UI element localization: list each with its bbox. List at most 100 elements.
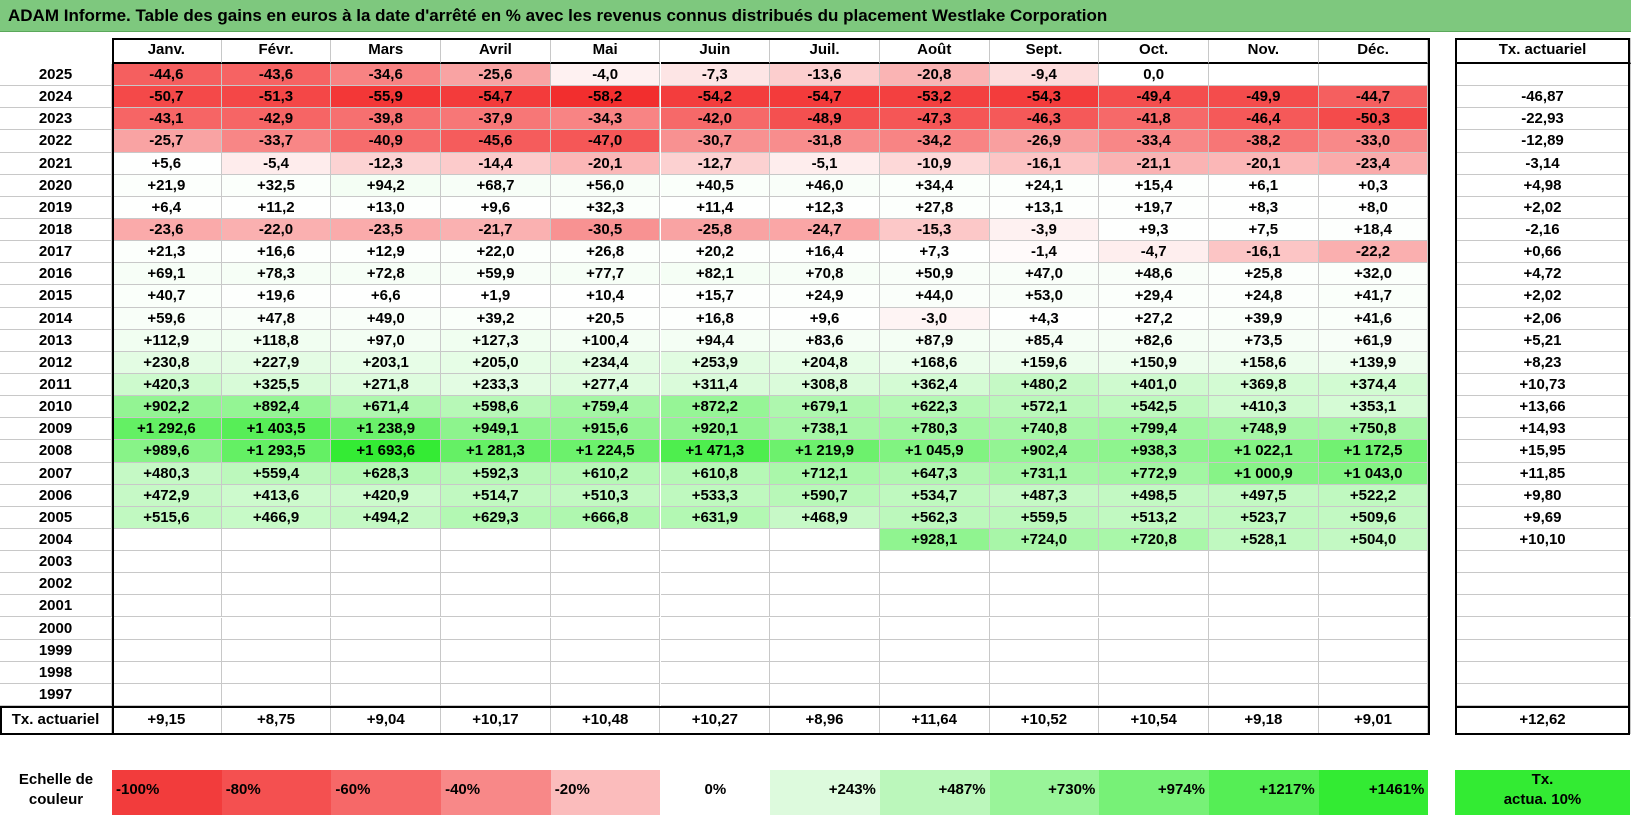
- rate-cell: +8,23: [1455, 351, 1631, 374]
- value-cell: +631,9: [660, 506, 771, 529]
- value-cell: +150,9: [1099, 351, 1209, 374]
- value-cell: -31,8: [770, 130, 880, 153]
- value-cell: -46,4: [1209, 108, 1319, 131]
- value-cell: +487,3: [989, 484, 1100, 507]
- value-cell: +750,8: [1318, 418, 1429, 441]
- rate-scale-line: Tx.: [1531, 771, 1554, 788]
- value-cell: +872,2: [660, 396, 771, 419]
- footer-value: +8,75: [221, 706, 332, 735]
- value-cell: -22,0: [221, 218, 332, 242]
- month-header: Mars: [331, 38, 442, 64]
- value-cell: +29,4: [1099, 285, 1209, 308]
- value-cell: +1 045,9: [879, 440, 990, 463]
- value-cell: +27,2: [1099, 307, 1209, 330]
- value-cell: +158,6: [1209, 351, 1319, 374]
- value-cell: [1209, 683, 1319, 707]
- rate-cell: +0,66: [1455, 241, 1631, 264]
- value-cell: [1209, 551, 1319, 574]
- value-cell: [112, 683, 222, 707]
- value-cell: [221, 617, 332, 640]
- value-cell: +20,2: [660, 241, 771, 264]
- value-cell: +12,3: [770, 196, 880, 219]
- value-cell: +420,3: [112, 373, 222, 397]
- value-cell: -21,1: [1099, 152, 1209, 175]
- value-cell: +26,8: [550, 241, 661, 264]
- value-cell: [1318, 595, 1429, 618]
- value-cell: [441, 595, 551, 618]
- value-cell: +647,3: [879, 462, 990, 485]
- value-cell: +712,1: [770, 462, 880, 485]
- rate-cell: -22,93: [1455, 108, 1631, 131]
- footer-value: +9,15: [112, 706, 222, 735]
- scale-swatch: +487%: [879, 770, 990, 815]
- rate-cell: -12,89: [1455, 130, 1631, 153]
- rate-cell: +2,02: [1455, 285, 1631, 308]
- value-cell: [879, 639, 990, 662]
- value-cell: +227,9: [221, 351, 332, 374]
- value-cell: [1099, 551, 1209, 574]
- value-cell: +34,4: [879, 174, 990, 197]
- value-cell: -38,2: [1209, 130, 1319, 153]
- value-cell: [660, 595, 771, 618]
- value-cell: +759,4: [550, 396, 661, 419]
- value-cell: +5,6: [112, 152, 222, 175]
- month-header: Avril: [441, 38, 551, 64]
- value-cell: +466,9: [221, 506, 332, 529]
- value-cell: +27,8: [879, 196, 990, 219]
- rate-cell: -3,14: [1455, 152, 1631, 175]
- value-cell: [331, 595, 442, 618]
- scale-swatch: -80%: [221, 770, 332, 815]
- value-cell: +94,4: [660, 329, 771, 352]
- year-label: 2021: [0, 152, 112, 175]
- value-cell: +562,3: [879, 506, 990, 529]
- year-label: 2023: [0, 108, 112, 131]
- value-cell: -23,6: [112, 218, 222, 242]
- value-cell: +59,9: [441, 263, 551, 286]
- value-cell: +39,2: [441, 307, 551, 330]
- value-cell: +515,6: [112, 506, 222, 529]
- value-cell: -48,9: [770, 108, 880, 131]
- value-cell: [112, 639, 222, 662]
- value-cell: +514,7: [441, 484, 551, 507]
- value-cell: -53,2: [879, 86, 990, 109]
- value-cell: +204,8: [770, 351, 880, 374]
- value-cell: +277,4: [550, 373, 661, 397]
- year-label: 1997: [0, 683, 112, 707]
- value-cell: +69,1: [112, 263, 222, 286]
- value-cell: [1209, 64, 1319, 87]
- value-cell: -54,7: [770, 86, 880, 109]
- value-cell: -4,7: [1099, 241, 1209, 264]
- value-cell: [112, 661, 222, 684]
- value-cell: +32,5: [221, 174, 332, 197]
- scale-swatch: 0%: [660, 770, 771, 815]
- value-cell: [1099, 573, 1209, 596]
- value-cell: [770, 683, 880, 707]
- value-cell: +610,8: [660, 462, 771, 485]
- value-cell: +671,4: [331, 396, 442, 419]
- value-cell: [1318, 617, 1429, 640]
- value-cell: +18,4: [1318, 218, 1429, 242]
- value-cell: [989, 573, 1100, 596]
- rate-cell: [1455, 639, 1631, 662]
- rate-cell: +4,72: [1455, 263, 1631, 286]
- value-cell: -33,4: [1099, 130, 1209, 153]
- year-label: 2015: [0, 285, 112, 308]
- month-header: Nov.: [1209, 38, 1319, 64]
- year-label: 1999: [0, 639, 112, 662]
- value-cell: +928,1: [879, 528, 990, 552]
- value-cell: +22,0: [441, 241, 551, 264]
- rate-cell: +10,73: [1455, 373, 1631, 397]
- value-cell: -49,9: [1209, 86, 1319, 109]
- value-cell: [1209, 573, 1319, 596]
- value-cell: [879, 661, 990, 684]
- value-cell: [331, 551, 442, 574]
- value-cell: [112, 617, 222, 640]
- value-cell: +16,8: [660, 307, 771, 330]
- rate-cell: [1455, 551, 1631, 574]
- year-label: 2014: [0, 307, 112, 330]
- value-cell: -33,0: [1318, 130, 1429, 153]
- scale-swatch: +1217%: [1209, 770, 1319, 815]
- scale-swatch: -40%: [441, 770, 551, 815]
- value-cell: +9,3: [1099, 218, 1209, 242]
